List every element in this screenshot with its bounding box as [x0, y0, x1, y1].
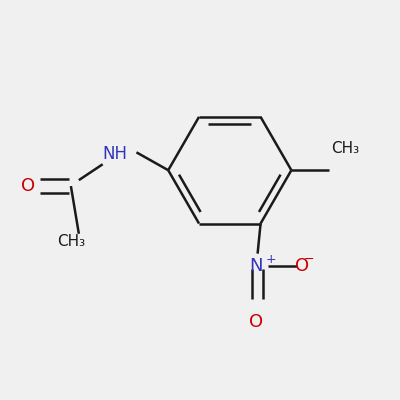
- Text: O: O: [248, 313, 263, 331]
- Text: CH₃: CH₃: [57, 234, 85, 249]
- Text: −: −: [304, 253, 314, 266]
- Text: O: O: [21, 177, 36, 195]
- Text: O: O: [295, 256, 310, 274]
- Text: NH: NH: [102, 145, 127, 163]
- Text: CH₃: CH₃: [331, 141, 359, 156]
- Text: N: N: [249, 256, 262, 274]
- Text: +: +: [266, 253, 276, 266]
